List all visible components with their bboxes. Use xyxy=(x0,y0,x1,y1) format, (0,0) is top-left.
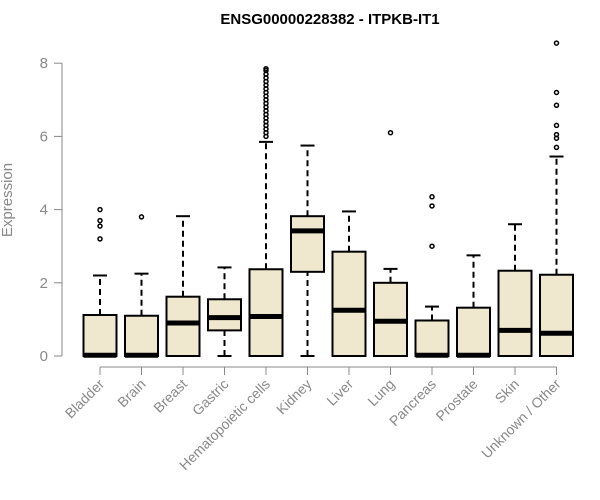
outlier-point xyxy=(97,206,103,213)
box-rect xyxy=(539,273,574,357)
y-axis: 0 2 4 6 8 xyxy=(40,55,63,365)
box-group xyxy=(165,215,201,358)
outlier-point xyxy=(553,122,560,129)
outlier-point xyxy=(97,236,103,242)
box-rect xyxy=(331,250,367,357)
box-group xyxy=(248,65,284,357)
y-tick-label: 8 xyxy=(40,55,48,72)
outlier-point xyxy=(553,102,560,109)
chart-title: ENSG00000228382 - ITPKB-IT1 xyxy=(220,11,439,28)
box-group xyxy=(290,144,325,357)
boxes-group xyxy=(82,40,574,358)
box-group xyxy=(124,214,159,358)
box-group xyxy=(207,266,242,357)
box-group xyxy=(456,254,491,358)
x-tick-label: Brain xyxy=(114,376,148,410)
outlier-point xyxy=(429,203,435,209)
box-group xyxy=(82,206,118,358)
x-tick-label: Prostate xyxy=(432,376,480,424)
x-tick-label: Bladder xyxy=(62,376,108,422)
outlier-point xyxy=(553,131,560,138)
y-tick-label: 0 xyxy=(40,348,48,365)
outlier-point xyxy=(387,129,394,136)
outlier-point xyxy=(97,217,103,224)
x-tick-label: Kidney xyxy=(273,376,315,418)
box-rect xyxy=(82,314,118,357)
box-rect xyxy=(124,314,159,357)
box-rect xyxy=(497,269,533,357)
outlier-point xyxy=(429,194,435,200)
x-tick-label: Breast xyxy=(150,376,190,416)
box-rect xyxy=(248,268,284,357)
box-rect xyxy=(456,306,491,357)
outlier-point xyxy=(553,89,560,96)
box-rect xyxy=(207,298,242,332)
box-rect xyxy=(414,319,450,357)
box-group xyxy=(331,210,367,357)
box-group xyxy=(497,223,533,357)
x-tick-label: Liver xyxy=(323,376,356,409)
y-tick-label: 4 xyxy=(40,202,48,219)
outlier-point xyxy=(429,243,435,249)
y-tick-label: 2 xyxy=(40,275,48,292)
box-rect xyxy=(165,295,201,358)
x-tick-label: Skin xyxy=(492,376,523,407)
y-tick-label: 6 xyxy=(40,128,48,145)
x-tick-label: Unknown / Other xyxy=(478,376,564,462)
box-rect xyxy=(290,215,325,273)
y-axis-label: Expression xyxy=(0,163,16,237)
box-group xyxy=(373,129,408,357)
outlier-point xyxy=(263,65,269,72)
box-group xyxy=(539,40,574,357)
outlier-point xyxy=(97,223,103,229)
outlier-point xyxy=(553,144,560,151)
x-tick-label: Lung xyxy=(364,376,397,409)
box-group xyxy=(414,194,450,358)
outlier-point xyxy=(138,214,145,220)
outlier-point xyxy=(553,40,560,46)
